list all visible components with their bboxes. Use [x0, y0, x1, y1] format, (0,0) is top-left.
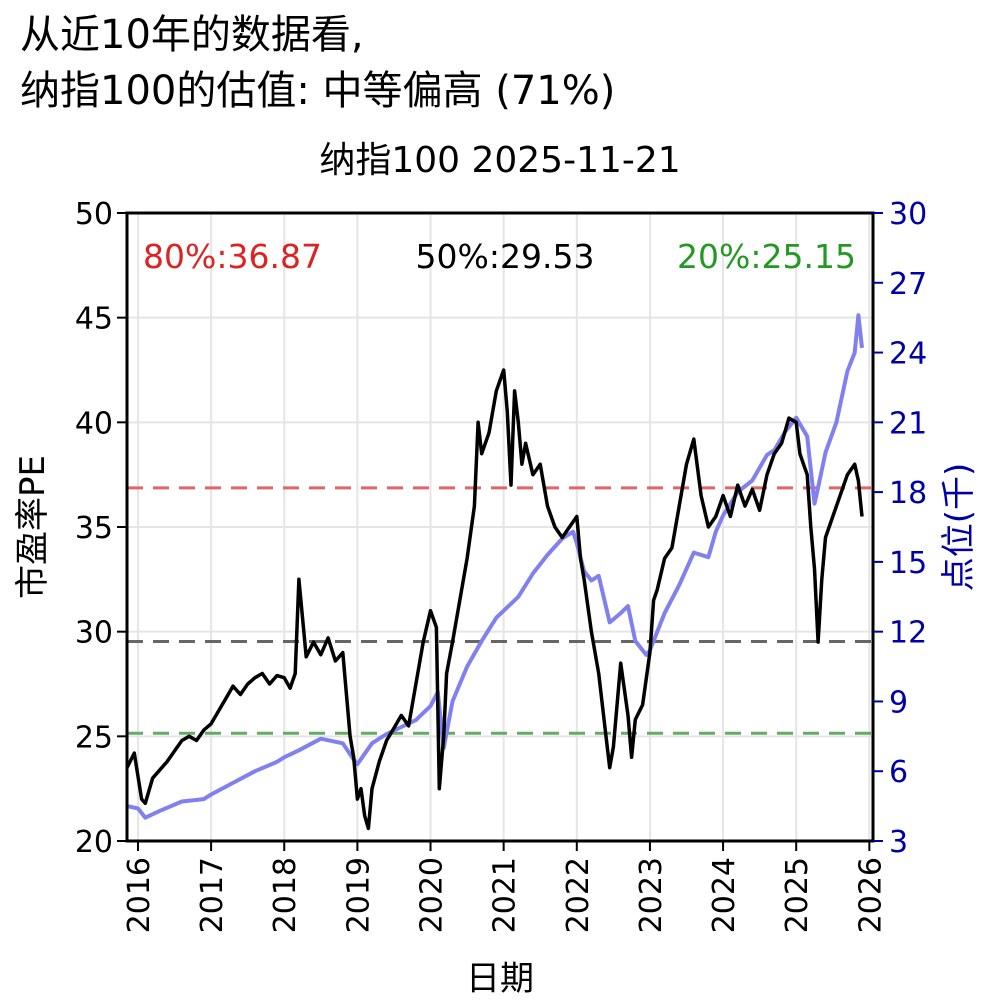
y-tick-label-right: 30: [889, 197, 927, 232]
series-layer: [125, 313, 864, 831]
x-tick-label: 2020: [415, 857, 450, 933]
x-tick-label: 2023: [634, 857, 669, 933]
pe-series-line: [125, 368, 864, 831]
x-tick-label: 2019: [341, 857, 376, 933]
y-tick-label-left: 25: [75, 720, 113, 755]
y-tick-label-right: 12: [889, 616, 927, 651]
x-tick-label: 2018: [268, 857, 303, 933]
y-tick-label-left: 50: [75, 197, 113, 232]
y-tick-label-left: 20: [75, 825, 113, 860]
headline-line-2: 纳指100的估值: 中等偏高 (71%): [20, 68, 616, 114]
y-tick-label-right: 6: [889, 755, 908, 790]
y-tick-label-left: 45: [75, 302, 113, 337]
y-axis-label-left: 市盈率PE: [13, 455, 53, 599]
x-axis-label: 日期: [466, 959, 534, 999]
y-axis-label-right: 点位(千): [939, 463, 979, 592]
percentile-labels: 80%:36.87 50%:29.53 20%:25.15: [143, 237, 856, 276]
percentile-lines: [127, 486, 873, 735]
index-series-line: [126, 313, 864, 820]
y-tick-label-right: 15: [889, 546, 927, 581]
axis-ticks: 2016 2017 2018 2019 2020 2021 2022 2023 2024 2025…: [75, 197, 927, 933]
y-tick-label-right: 27: [889, 267, 927, 302]
x-tick-label: 2024: [707, 857, 742, 933]
y-tick-label-left: 30: [75, 616, 113, 651]
x-tick-label: 2026: [853, 857, 888, 933]
headline-line-1: 从近10年的数据看,: [20, 12, 364, 58]
y-tick-label-left: 40: [75, 406, 113, 441]
chart-title: 纳指100 2025-11-21: [319, 140, 680, 181]
x-tick-label: 2016: [122, 857, 157, 933]
x-tick-label: 2025: [780, 857, 815, 933]
y-tick-label-right: 24: [889, 337, 927, 372]
y-tick-label-right: 9: [889, 685, 908, 720]
x-tick-label: 2022: [561, 857, 596, 933]
percentile-label-80: 80%:36.87: [143, 237, 322, 276]
y-tick-label-right: 21: [889, 406, 927, 441]
x-tick-label: 2017: [195, 857, 230, 933]
y-tick-label-left: 35: [75, 511, 113, 546]
grid: [127, 212, 873, 842]
percentile-label-50: 50%:29.53: [416, 237, 595, 276]
percentile-label-20: 20%:25.15: [677, 237, 856, 276]
x-tick-label: 2021: [488, 857, 523, 933]
y-tick-label-right: 3: [889, 825, 908, 860]
y-tick-label-right: 18: [889, 476, 927, 511]
